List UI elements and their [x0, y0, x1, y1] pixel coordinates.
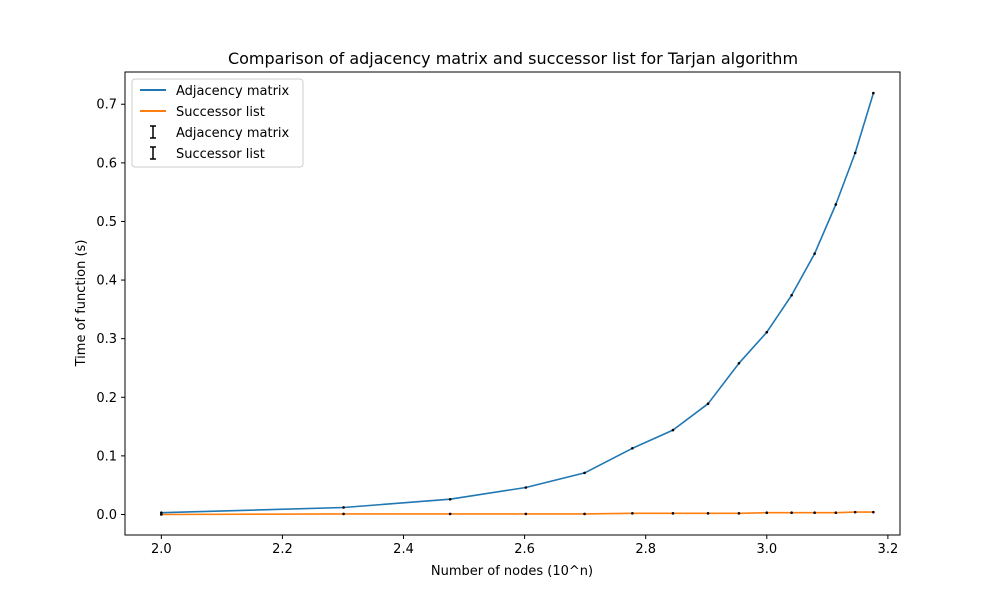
data-point-adjacency-matrix — [737, 361, 741, 365]
y-tick-label: 0.6 — [96, 156, 117, 171]
legend: Adjacency matrix Successor list Adjacenc… — [131, 78, 304, 168]
y-tick-label: 0.1 — [96, 449, 117, 464]
chart-title: Comparison of adjacency matrix and succe… — [228, 49, 798, 68]
data-point-successor-list — [813, 511, 816, 515]
data-point-adjacency-matrix — [448, 497, 452, 501]
data-point-successor-list — [790, 511, 793, 515]
legend-label-adjacency-matrix: Adjacency matrix — [176, 84, 290, 99]
legend-label-successor-list: Successor list — [176, 105, 265, 120]
data-point-adjacency-matrix — [706, 402, 710, 406]
data-point-adjacency-matrix — [583, 471, 586, 475]
data-point-adjacency-matrix — [524, 486, 528, 489]
data-point-adjacency-matrix — [342, 506, 345, 509]
data-point-adjacency-matrix — [765, 330, 769, 334]
y-tick-label: 0.3 — [96, 332, 117, 347]
data-point-successor-list — [706, 512, 710, 515]
data-point-successor-list — [765, 511, 769, 515]
data-point-successor-list — [342, 512, 345, 516]
x-tick-label: 2.6 — [514, 542, 535, 557]
data-point-successor-list — [853, 510, 857, 514]
legend-errorbar-successor-list — [150, 146, 156, 160]
y-axis: 0.0 0.1 0.2 0.3 0.4 0.5 0.6 0.7 — [96, 98, 125, 523]
x-tick-label: 2.0 — [151, 542, 172, 557]
x-tick-label: 2.4 — [393, 542, 414, 557]
y-tick-label: 0.5 — [96, 215, 117, 230]
legend-label-errorbar-adjacency-matrix: Adjacency matrix — [176, 126, 290, 141]
y-tick-label: 0.2 — [96, 391, 117, 406]
data-point-successor-list — [524, 512, 528, 516]
data-point-successor-list — [448, 512, 452, 516]
data-point-adjacency-matrix — [671, 428, 675, 432]
data-point-successor-list — [671, 512, 675, 515]
x-tick-label: 2.8 — [635, 542, 656, 557]
legend-label-errorbar-successor-list: Successor list — [176, 147, 265, 162]
y-tick-label: 0.0 — [96, 508, 117, 523]
x-axis-label: Number of nodes (10^n) — [431, 564, 593, 579]
legend-box — [131, 78, 304, 168]
x-tick-label: 2.2 — [272, 542, 293, 557]
y-axis-label: Time of function (s) — [74, 240, 89, 368]
data-point-successor-list — [834, 511, 838, 515]
data-point-successor-list — [160, 513, 163, 516]
y-tick-label: 0.4 — [96, 274, 117, 289]
data-point-adjacency-matrix — [790, 293, 793, 297]
data-point-adjacency-matrix — [872, 91, 875, 95]
data-point-successor-list — [737, 512, 741, 515]
data-point-adjacency-matrix — [631, 446, 634, 450]
x-axis: 2.0 2.2 2.4 2.6 2.8 3.0 3.2 — [151, 535, 898, 557]
data-point-successor-list — [872, 510, 875, 514]
y-tick-label: 0.7 — [96, 98, 117, 113]
data-point-adjacency-matrix — [834, 203, 838, 206]
data-point-adjacency-matrix — [853, 151, 857, 155]
series-layer — [160, 91, 875, 516]
data-point-adjacency-matrix — [813, 252, 816, 255]
x-tick-label: 3.0 — [756, 542, 777, 557]
data-point-successor-list — [583, 512, 586, 516]
legend-errorbar-adjacency-matrix — [150, 125, 156, 139]
x-tick-label: 3.2 — [878, 542, 899, 557]
data-point-successor-list — [631, 512, 634, 515]
